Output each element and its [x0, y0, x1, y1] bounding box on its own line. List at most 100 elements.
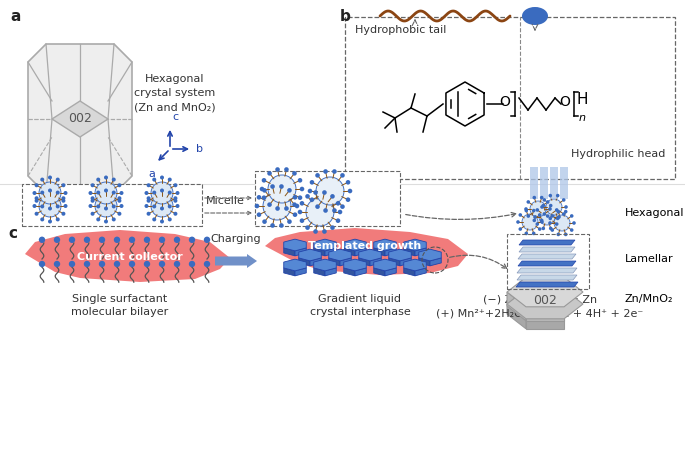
Polygon shape — [284, 268, 295, 276]
Polygon shape — [517, 275, 577, 280]
Circle shape — [299, 201, 304, 206]
Polygon shape — [344, 268, 355, 276]
Circle shape — [48, 207, 52, 211]
Text: H: H — [576, 93, 588, 108]
Circle shape — [32, 191, 36, 195]
Circle shape — [275, 206, 280, 211]
Circle shape — [310, 197, 314, 202]
Circle shape — [330, 194, 335, 199]
Circle shape — [112, 217, 116, 222]
Circle shape — [189, 237, 195, 243]
Circle shape — [533, 215, 537, 219]
Polygon shape — [359, 258, 370, 266]
Polygon shape — [374, 239, 396, 251]
Circle shape — [306, 198, 334, 226]
Polygon shape — [415, 248, 426, 256]
Circle shape — [117, 183, 121, 187]
Circle shape — [536, 208, 539, 212]
Circle shape — [522, 214, 538, 230]
Text: O: O — [499, 95, 510, 109]
Circle shape — [151, 195, 173, 217]
Circle shape — [332, 208, 337, 213]
Text: 002: 002 — [68, 113, 92, 125]
FancyBboxPatch shape — [550, 167, 558, 199]
Text: Templated growth: Templated growth — [308, 241, 422, 251]
Polygon shape — [265, 228, 468, 275]
Circle shape — [55, 178, 60, 182]
FancyBboxPatch shape — [560, 167, 568, 199]
Circle shape — [260, 187, 264, 191]
Polygon shape — [329, 249, 351, 261]
Circle shape — [525, 232, 528, 235]
Circle shape — [267, 171, 272, 176]
Circle shape — [145, 191, 149, 195]
Circle shape — [570, 214, 573, 218]
Circle shape — [168, 217, 172, 222]
Circle shape — [298, 210, 302, 214]
Circle shape — [548, 221, 552, 225]
Text: b: b — [340, 9, 351, 24]
Circle shape — [295, 204, 299, 208]
Circle shape — [175, 204, 179, 208]
Circle shape — [549, 204, 553, 207]
Circle shape — [524, 207, 528, 211]
Circle shape — [323, 208, 328, 213]
Circle shape — [90, 196, 95, 200]
Circle shape — [546, 200, 549, 204]
FancyBboxPatch shape — [255, 171, 400, 226]
Circle shape — [543, 198, 546, 202]
Circle shape — [532, 196, 536, 199]
Circle shape — [147, 199, 151, 203]
Text: Zn/MnO₂: Zn/MnO₂ — [625, 294, 673, 304]
Circle shape — [316, 177, 344, 205]
Circle shape — [84, 237, 90, 243]
Circle shape — [34, 212, 38, 216]
Circle shape — [556, 194, 560, 197]
Circle shape — [97, 178, 100, 182]
Circle shape — [119, 191, 123, 195]
Polygon shape — [314, 248, 325, 256]
Circle shape — [160, 219, 164, 223]
Circle shape — [538, 213, 542, 217]
Polygon shape — [325, 268, 336, 276]
Polygon shape — [403, 239, 426, 251]
Circle shape — [173, 212, 177, 216]
FancyBboxPatch shape — [22, 184, 202, 226]
Circle shape — [62, 199, 66, 203]
Circle shape — [55, 204, 60, 208]
Circle shape — [308, 189, 312, 193]
Circle shape — [306, 194, 310, 199]
Circle shape — [204, 237, 210, 243]
Circle shape — [313, 229, 318, 234]
Circle shape — [540, 196, 543, 199]
Circle shape — [292, 171, 297, 176]
Circle shape — [556, 232, 560, 236]
Polygon shape — [518, 254, 576, 259]
Circle shape — [189, 261, 195, 267]
Polygon shape — [52, 101, 108, 137]
Circle shape — [551, 214, 554, 218]
Polygon shape — [430, 258, 441, 266]
Circle shape — [62, 196, 66, 200]
Ellipse shape — [522, 7, 548, 25]
Circle shape — [292, 212, 297, 217]
Circle shape — [279, 223, 284, 228]
Polygon shape — [403, 259, 426, 271]
Polygon shape — [507, 292, 526, 321]
Circle shape — [539, 209, 555, 225]
Polygon shape — [519, 240, 575, 245]
Polygon shape — [325, 248, 336, 256]
Circle shape — [262, 188, 267, 192]
Circle shape — [159, 237, 165, 243]
Polygon shape — [314, 239, 336, 251]
Text: O: O — [560, 95, 571, 109]
Polygon shape — [517, 268, 577, 273]
Polygon shape — [389, 258, 400, 266]
Circle shape — [129, 261, 135, 267]
Polygon shape — [299, 249, 321, 261]
Polygon shape — [284, 248, 295, 256]
Circle shape — [62, 183, 66, 187]
Polygon shape — [518, 261, 576, 266]
Text: a: a — [10, 9, 21, 24]
Circle shape — [532, 219, 536, 222]
